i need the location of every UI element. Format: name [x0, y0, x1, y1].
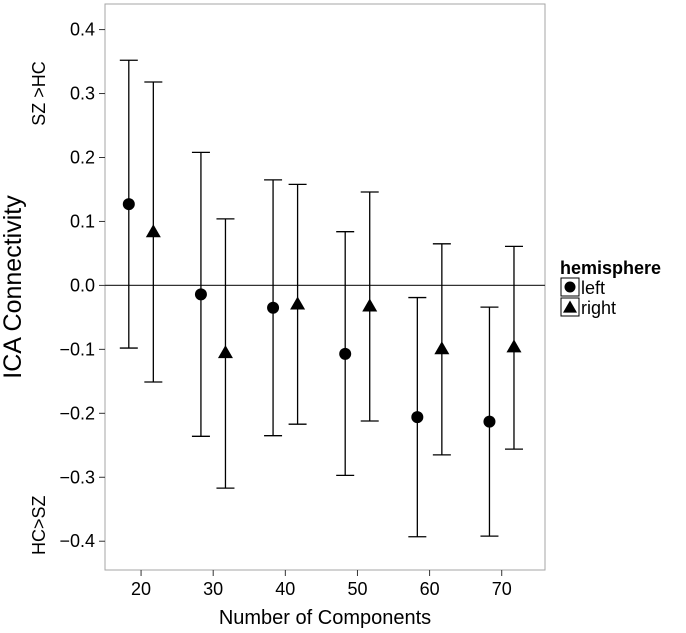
y-tick-label: 0.2	[70, 147, 95, 167]
legend-triangle-icon	[563, 300, 577, 313]
legend-label: right	[581, 298, 616, 318]
x-tick-label: 70	[492, 579, 512, 599]
point-left	[339, 347, 352, 360]
point-right	[434, 341, 450, 355]
series-right	[144, 81, 523, 489]
series-left	[119, 59, 499, 538]
y-axis: −0.4 −0.3 −0.2 −0.1 0.0 0.1 0.2 0.3 0.4	[59, 20, 105, 551]
y-tick-label: −0.1	[59, 339, 95, 359]
x-tick-label: 50	[347, 579, 367, 599]
point-right	[290, 296, 306, 310]
point-left	[267, 301, 280, 314]
x-axis: 20 30 40 50 60 70	[131, 570, 512, 599]
legend-item-left: left	[560, 277, 605, 298]
y-tick-label: −0.3	[59, 467, 95, 487]
point-right	[362, 298, 378, 312]
y-tick-label: 0.0	[70, 275, 95, 295]
y-tick-label: −0.4	[59, 531, 95, 551]
legend-circle-icon	[564, 281, 576, 293]
annotation-sz-gt-hc: SZ >HC	[29, 61, 49, 126]
legend-title: hemisphere	[560, 258, 661, 278]
point-right	[506, 339, 522, 353]
x-axis-title: Number of Components	[219, 607, 431, 629]
legend-label: left	[581, 278, 605, 298]
legend-item-right: right	[560, 297, 616, 318]
y-tick-label: 0.4	[70, 20, 95, 40]
y-tick-label: 0.1	[70, 211, 95, 231]
point-left	[411, 411, 424, 424]
annotation-hc-gt-sz: HC>SZ	[29, 495, 49, 555]
plot-panel	[104, 3, 546, 571]
y-tick-label: 0.3	[70, 84, 95, 104]
point-right	[217, 345, 233, 359]
point-left	[194, 288, 207, 301]
point-right	[145, 224, 161, 238]
x-tick-label: 20	[131, 579, 151, 599]
y-tick-label: −0.2	[59, 403, 95, 423]
x-tick-label: 30	[203, 579, 223, 599]
point-left	[122, 198, 135, 211]
x-tick-label: 40	[275, 579, 295, 599]
point-left	[483, 415, 496, 428]
data-marks	[119, 59, 523, 538]
y-axis-title: ICA Connectivity	[0, 195, 27, 379]
x-tick-label: 60	[420, 579, 440, 599]
